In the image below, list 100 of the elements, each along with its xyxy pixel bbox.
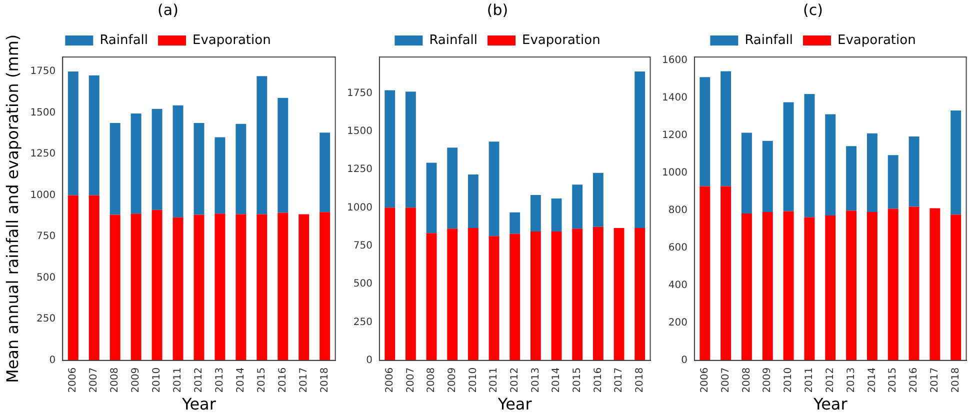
bar	[846, 210, 857, 360]
bar	[426, 162, 437, 234]
bar	[866, 212, 878, 360]
x-tick-label: 2014	[551, 367, 562, 393]
x-tick-label: 2017	[614, 367, 625, 393]
y-tick-label: 1750	[346, 88, 372, 99]
bar	[152, 210, 162, 360]
bar	[762, 212, 773, 360]
bar	[278, 98, 288, 213]
y-tick-label: 750	[353, 240, 372, 252]
bar	[256, 214, 268, 360]
bar	[930, 208, 940, 360]
x-tick-label: 2017	[298, 367, 310, 393]
chart-title: (c)	[803, 0, 823, 19]
y-tick-label: 500	[36, 272, 56, 284]
y-tick-label: 250	[353, 316, 372, 328]
y-tick-label: 200	[668, 317, 688, 328]
bar	[194, 123, 204, 215]
legend-label: Evaporation	[192, 32, 271, 48]
y-tick-label: 1250	[346, 164, 372, 176]
x-tick-label: 2015	[256, 367, 268, 393]
bar	[256, 76, 268, 214]
bar	[236, 214, 246, 360]
x-tick-label: 2016	[277, 367, 288, 393]
x-tick-label: 2008	[741, 367, 752, 393]
bar	[530, 195, 541, 232]
bar	[488, 236, 500, 360]
bar	[825, 114, 836, 216]
bar	[720, 71, 732, 186]
bar	[700, 77, 710, 186]
y-tick-label: 600	[668, 242, 688, 254]
x-tick-label: 2008	[426, 367, 438, 393]
bar	[426, 233, 437, 360]
bar	[783, 102, 794, 212]
x-tick-label: 2009	[130, 367, 142, 393]
x-tick-label: 2018	[950, 367, 962, 393]
x-tick-label: 2010	[783, 367, 794, 393]
chart-title: (a)	[158, 0, 178, 19]
y-tick-label: 0	[49, 354, 56, 366]
bar	[320, 132, 330, 212]
y-tick-label: 1200	[662, 130, 688, 141]
bar	[510, 212, 520, 234]
bar	[825, 216, 836, 360]
x-tick-label: 2006	[68, 367, 79, 393]
bar	[742, 132, 752, 214]
x-tick-label: 2014	[866, 367, 878, 393]
bar	[405, 208, 416, 360]
bar	[592, 226, 604, 360]
bar	[405, 92, 416, 208]
bar	[634, 72, 646, 228]
x-tick-label: 2018	[319, 367, 330, 393]
x-tick-label: 2008	[110, 367, 121, 393]
bar	[804, 94, 815, 218]
bar	[130, 214, 142, 360]
bar	[783, 211, 794, 360]
x-tick-label: 2018	[634, 367, 646, 393]
bar	[384, 208, 396, 360]
bar	[172, 105, 184, 218]
y-tick-label: 1600	[662, 54, 688, 66]
bar	[130, 113, 142, 214]
x-axis-title: Year	[496, 394, 532, 414]
x-tick-label: 2013	[530, 367, 542, 393]
bar	[278, 212, 288, 360]
y-tick-label: 250	[36, 314, 56, 325]
legend-label: Evaporation	[522, 32, 600, 48]
bar	[298, 214, 310, 360]
y-tick-label: 1500	[30, 107, 56, 118]
x-tick-label: 2009	[446, 367, 458, 393]
bar	[592, 172, 604, 227]
bar	[700, 186, 710, 360]
legend-label: Rainfall	[744, 32, 794, 48]
x-axis-title: Year	[812, 394, 848, 414]
y-tick-label: 1000	[30, 190, 56, 201]
bar	[510, 234, 520, 360]
y-tick-label: 1000	[662, 167, 688, 178]
bar	[384, 90, 396, 208]
legend-label: Rainfall	[100, 32, 148, 48]
bar	[68, 195, 78, 360]
x-tick-label: 2011	[172, 367, 184, 393]
x-tick-label: 2009	[762, 367, 774, 393]
y-axis-title: Mean annual rainfall and evaporation (mm)	[2, 34, 22, 384]
bar	[236, 124, 246, 214]
x-tick-label: 2011	[804, 367, 816, 393]
bar	[634, 228, 646, 360]
bar	[888, 155, 898, 209]
bar	[468, 174, 478, 228]
bar	[908, 136, 920, 207]
bar	[720, 186, 732, 360]
x-tick-label: 2011	[488, 367, 500, 393]
x-tick-label: 2012	[824, 367, 836, 393]
bar	[468, 228, 478, 360]
bar	[152, 108, 162, 210]
bar	[888, 208, 898, 360]
bar	[88, 75, 100, 196]
bar	[572, 184, 583, 229]
chart-title: (b)	[486, 0, 508, 19]
y-tick-label: 750	[36, 231, 56, 242]
x-tick-label: 2007	[720, 367, 732, 393]
bar	[762, 140, 773, 212]
bar	[68, 72, 78, 196]
